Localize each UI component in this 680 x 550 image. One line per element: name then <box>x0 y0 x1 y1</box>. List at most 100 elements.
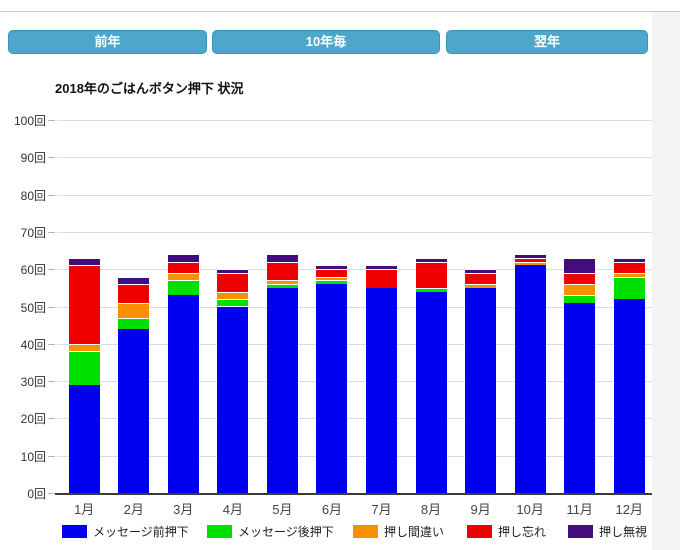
bar-segment <box>167 261 199 273</box>
y-tick-mark <box>48 231 55 233</box>
bar-segment <box>415 291 447 493</box>
y-tick-mark <box>48 493 55 494</box>
y-axis-label: 50回 <box>20 300 46 315</box>
bar-segment <box>564 302 596 493</box>
bar-segment <box>167 272 199 281</box>
bar-segment <box>217 299 249 307</box>
gridline <box>57 194 652 196</box>
x-axis-line <box>55 493 652 495</box>
legend-item[interactable]: 押し忘れ <box>467 523 546 539</box>
bar-segment <box>465 272 497 285</box>
gridline <box>57 306 652 308</box>
decade-view-button[interactable]: 10年毎 <box>212 30 440 54</box>
y-tick-mark <box>48 455 55 457</box>
bar-segment <box>266 254 298 262</box>
y-tick-mark <box>48 157 55 159</box>
legend-swatch <box>353 525 378 539</box>
x-axis-label: 6月 <box>321 502 343 517</box>
bar-segment <box>613 258 645 262</box>
bar-segment <box>68 351 100 385</box>
bar-segment <box>316 269 348 277</box>
top-strip <box>0 0 680 11</box>
x-axis-label: 12月 <box>615 502 643 517</box>
bar-segment <box>118 328 150 493</box>
y-axis-label: 0回 <box>27 487 46 501</box>
bar-segment <box>68 343 100 352</box>
bar-segment <box>217 272 249 292</box>
bar-segment <box>217 269 249 273</box>
bar-segment <box>167 280 199 296</box>
y-axis-label: 20回 <box>20 412 46 427</box>
x-axis-label: 10月 <box>516 502 544 517</box>
bar-segment <box>167 254 199 262</box>
bar-segment <box>613 276 645 300</box>
y-axis-label: 100回 <box>13 114 46 128</box>
bar-segment <box>564 272 596 285</box>
bar-segment <box>217 291 249 300</box>
y-tick-mark <box>48 269 55 271</box>
y-tick-mark <box>48 194 55 196</box>
legend-label: メッセージ前押下 <box>93 525 189 540</box>
bar-segment <box>514 261 546 266</box>
x-axis-label: 5月 <box>272 502 293 517</box>
legend-swatch <box>568 525 593 539</box>
gridline <box>57 231 652 233</box>
bar-segment <box>316 276 348 281</box>
bar-segment <box>415 258 447 262</box>
bar-segment <box>68 384 100 493</box>
bar-segment <box>613 261 645 273</box>
bar-segment <box>316 284 348 493</box>
legend-label: 押し忘れ <box>498 525 547 540</box>
bar-segment <box>564 295 596 303</box>
y-axis-label: 30回 <box>20 375 46 390</box>
legend-item[interactable]: 押し無視 <box>568 523 647 539</box>
next-year-button[interactable]: 翌年 <box>446 30 648 54</box>
y-tick-mark <box>48 381 55 383</box>
previous-year-button[interactable]: 前年 <box>8 30 207 54</box>
bar-segment <box>465 287 497 493</box>
bar-segment <box>118 317 150 329</box>
bar-segment <box>415 261 447 288</box>
y-tick-mark <box>48 418 55 420</box>
legend-item[interactable]: 押し間違い <box>353 523 444 539</box>
gridline <box>57 455 652 457</box>
x-axis-label: 2月 <box>123 502 144 517</box>
bar-segment <box>266 287 298 493</box>
legend-item[interactable]: メッセージ後押下 <box>207 523 334 539</box>
x-axis-label: 7月 <box>371 502 392 517</box>
gridline <box>57 120 652 121</box>
legend-label: 押し間違い <box>384 525 445 540</box>
y-axis-label: 40回 <box>20 337 46 352</box>
gridline <box>57 157 652 159</box>
y-axis-label: 80回 <box>20 188 46 203</box>
bar-segment <box>266 261 298 281</box>
bar-segment <box>366 269 397 288</box>
y-tick-mark <box>48 306 55 308</box>
legend-label: 押し無視 <box>599 525 648 540</box>
y-axis-label: 90回 <box>20 151 46 166</box>
gridline <box>57 381 652 383</box>
legend-swatch <box>207 525 232 539</box>
bar-segment <box>118 302 150 318</box>
bar-segment <box>118 284 150 303</box>
y-axis-label: 70回 <box>20 225 46 240</box>
bar-segment <box>415 287 447 292</box>
bar-segment <box>514 258 546 262</box>
bar-segment <box>167 295 199 493</box>
bar-segment <box>613 272 645 277</box>
chart-title: 2018年のごはんボタン押下 状況 <box>55 81 244 96</box>
y-tick-mark <box>48 343 55 345</box>
x-axis-label: 11月 <box>566 502 593 517</box>
gridline <box>57 269 652 271</box>
bar-segment <box>68 258 100 266</box>
bar-segment <box>465 269 497 273</box>
bar-segment <box>316 265 348 270</box>
bar-segment <box>564 258 596 273</box>
bar-segment <box>465 284 497 288</box>
bar-segment <box>564 284 596 296</box>
legend-item[interactable]: メッセージ前押下 <box>62 523 189 539</box>
legend-label: メッセージ後押下 <box>238 525 334 540</box>
x-axis-label: 3月 <box>173 502 194 517</box>
bar-segment <box>68 265 100 344</box>
bar-segment <box>613 299 645 493</box>
